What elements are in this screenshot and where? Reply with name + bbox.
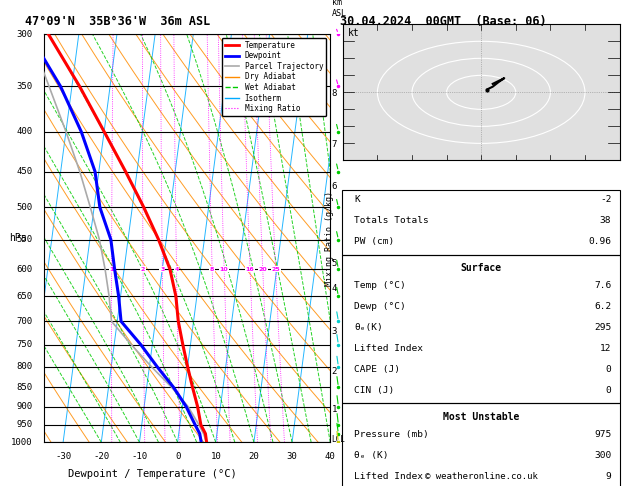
Text: 975: 975: [594, 430, 611, 439]
Text: 6.2: 6.2: [594, 302, 611, 311]
Text: Dewpoint / Temperature (°C): Dewpoint / Temperature (°C): [69, 469, 237, 479]
Text: 7: 7: [331, 139, 337, 149]
Text: -20: -20: [93, 452, 109, 462]
Text: 1: 1: [109, 266, 114, 272]
Text: © weatheronline.co.uk: © weatheronline.co.uk: [425, 472, 538, 481]
Text: 2: 2: [141, 266, 145, 272]
Text: θₑ(K): θₑ(K): [354, 323, 382, 332]
Text: 450: 450: [16, 167, 33, 176]
Text: 900: 900: [16, 402, 33, 411]
Text: 38: 38: [600, 216, 611, 225]
Text: PW (cm): PW (cm): [354, 237, 394, 246]
Text: 20: 20: [248, 452, 259, 462]
Text: Lifted Index: Lifted Index: [354, 344, 423, 353]
Text: 4: 4: [174, 266, 179, 272]
Text: 600: 600: [16, 264, 33, 274]
Text: 3: 3: [160, 266, 165, 272]
Text: 550: 550: [16, 235, 33, 244]
Text: Lifted Index: Lifted Index: [354, 471, 423, 481]
Text: 10: 10: [220, 266, 228, 272]
Text: 400: 400: [16, 127, 33, 136]
Text: 950: 950: [16, 420, 33, 429]
Text: 650: 650: [16, 292, 33, 301]
Text: kt: kt: [348, 28, 360, 38]
Text: Temp (°C): Temp (°C): [354, 281, 406, 290]
Text: 700: 700: [16, 317, 33, 326]
Text: 9: 9: [606, 471, 611, 481]
Text: 20: 20: [259, 266, 267, 272]
Text: LCL: LCL: [331, 435, 345, 444]
Text: Surface: Surface: [460, 263, 502, 273]
Text: CIN (J): CIN (J): [354, 385, 394, 395]
Text: Mixing Ratio (g/kg): Mixing Ratio (g/kg): [325, 191, 335, 286]
Text: 47°09'N  35B°36'W  36m ASL: 47°09'N 35B°36'W 36m ASL: [25, 15, 211, 28]
Bar: [342, 255, 620, 403]
Text: θₑ (K): θₑ (K): [354, 451, 388, 460]
Text: 8: 8: [210, 266, 214, 272]
Legend: Temperature, Dewpoint, Parcel Trajectory, Dry Adiabat, Wet Adiabat, Isotherm, Mi: Temperature, Dewpoint, Parcel Trajectory…: [222, 38, 326, 116]
Text: -30: -30: [55, 452, 71, 462]
Text: CAPE (J): CAPE (J): [354, 364, 400, 374]
Text: 8: 8: [331, 88, 337, 98]
Text: 300: 300: [594, 451, 611, 460]
Text: 0: 0: [606, 364, 611, 374]
Text: 12: 12: [600, 344, 611, 353]
Text: Most Unstable: Most Unstable: [443, 412, 520, 422]
Text: 2: 2: [331, 367, 337, 376]
Bar: [342, 403, 620, 486]
Text: 0: 0: [606, 385, 611, 395]
Text: Pressure (mb): Pressure (mb): [354, 430, 428, 439]
Text: Totals Totals: Totals Totals: [354, 216, 428, 225]
Text: 0: 0: [175, 452, 181, 462]
Text: K: K: [354, 195, 360, 204]
Text: 800: 800: [16, 362, 33, 371]
Text: 295: 295: [594, 323, 611, 332]
Text: 5: 5: [331, 259, 337, 268]
Text: 0.96: 0.96: [588, 237, 611, 246]
Text: 7.6: 7.6: [594, 281, 611, 290]
Text: 3: 3: [331, 327, 337, 336]
Text: 25: 25: [271, 266, 280, 272]
Text: 750: 750: [16, 340, 33, 349]
Text: 300: 300: [16, 30, 33, 38]
Text: -10: -10: [131, 452, 147, 462]
Text: 40: 40: [325, 452, 336, 462]
Text: 350: 350: [16, 82, 33, 91]
Text: 30.04.2024  00GMT  (Base: 06): 30.04.2024 00GMT (Base: 06): [340, 15, 546, 28]
Text: km
ASL: km ASL: [331, 0, 347, 17]
Text: 1000: 1000: [11, 438, 33, 447]
Text: 10: 10: [210, 452, 221, 462]
Text: 4: 4: [331, 284, 337, 293]
Text: Dewp (°C): Dewp (°C): [354, 302, 406, 311]
Text: -2: -2: [600, 195, 611, 204]
Text: 16: 16: [246, 266, 254, 272]
Text: 500: 500: [16, 203, 33, 212]
Text: 6: 6: [331, 182, 337, 191]
Text: 30: 30: [287, 452, 298, 462]
Text: 1: 1: [331, 405, 337, 414]
Text: hPa: hPa: [9, 233, 27, 243]
Text: 850: 850: [16, 382, 33, 392]
Bar: [342, 190, 620, 255]
